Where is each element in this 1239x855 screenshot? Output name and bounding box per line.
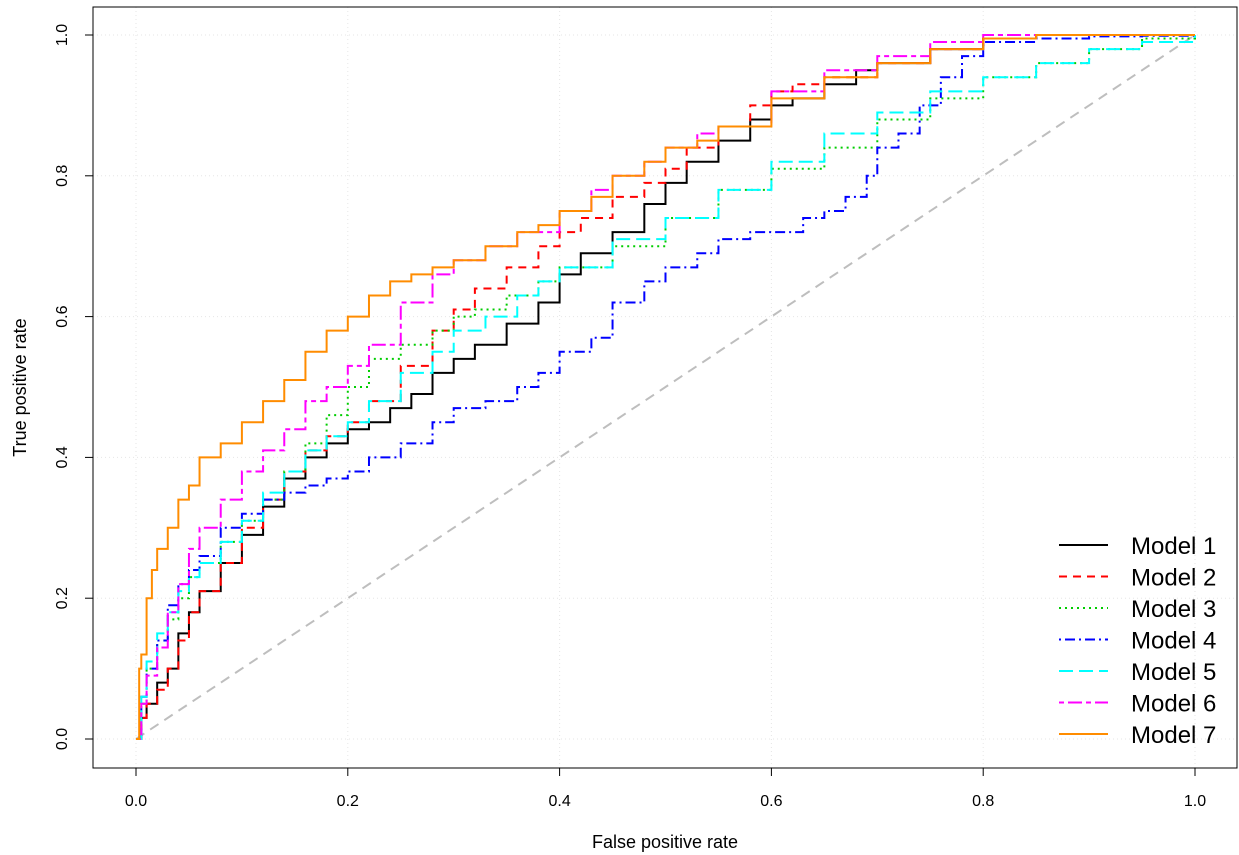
y-tick-label: 0.8 (54, 165, 71, 187)
plot-frame (92, 6, 1238, 769)
legend-label-model-6: Model 6 (1131, 691, 1216, 718)
x-tick-label: 0.0 (125, 793, 147, 810)
series-line-model-2 (136, 34, 1195, 740)
x-tick-label: 0.8 (972, 793, 994, 810)
x-axis-title: False positive rate (592, 832, 738, 852)
y-tick-label: 0.2 (54, 587, 71, 609)
x-tick-label: 0.2 (337, 793, 359, 810)
x-tick-label: 0.6 (760, 793, 782, 810)
y-tick-label: 0.0 (54, 728, 71, 750)
y-tick-label: 0.6 (54, 305, 71, 327)
legend-label-model-1: Model 1 (1131, 533, 1216, 560)
y-tick-label: 1.0 (54, 24, 71, 46)
series-line-model-7 (136, 34, 1195, 740)
legend: Model 1 Model 2 Model 3 Model 4 Model 5 Model… (1059, 533, 1216, 749)
series-layer (135, 34, 1196, 740)
y-tick-label: 0.4 (54, 446, 71, 468)
x-axis: 0.0 0.2 0.4 0.6 0.8 1.0 (125, 768, 1206, 810)
y-axis-title: True positive rate (10, 318, 30, 456)
legend-label-model-5: Model 5 (1131, 659, 1216, 686)
legend-label-model-4: Model 4 (1131, 628, 1216, 655)
legend-label-model-7: Model 7 (1131, 722, 1216, 749)
y-axis: 0.0 0.2 0.4 0.6 0.8 1.0 (54, 24, 93, 750)
x-tick-label: 1.0 (1184, 793, 1206, 810)
legend-label-model-3: Model 3 (1131, 596, 1216, 623)
series-line-model-4 (136, 34, 1196, 740)
series-line-model-5 (136, 35, 1196, 740)
legend-label-model-2: Model 2 (1131, 565, 1216, 592)
x-tick-label: 0.4 (548, 793, 570, 810)
series-line-model-6 (136, 34, 1195, 740)
reference-diagonal-line (135, 34, 1196, 740)
